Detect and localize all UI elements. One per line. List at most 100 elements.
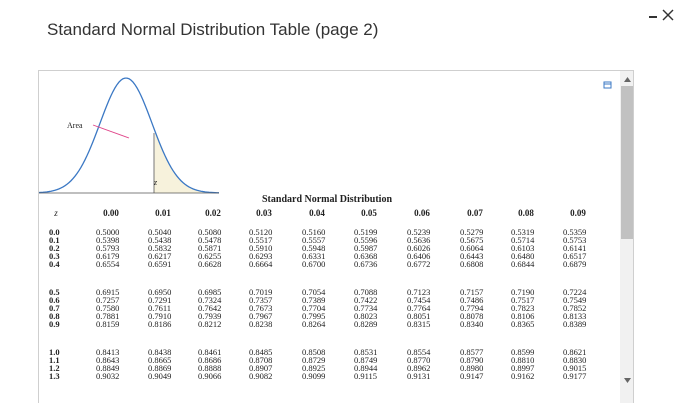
cell: 0.8749 [354,355,377,365]
row-header: 1.3 [49,371,60,381]
cell: 0.6664 [249,259,273,269]
cell: 0.6772 [407,259,430,269]
cell: 0.8264 [302,319,326,329]
cell: 0.7673 [249,303,272,313]
cell: 0.7257 [96,295,119,305]
cell: 0.9177 [563,371,586,381]
column-header: 0.09 [570,208,586,218]
scrollbar-thumb[interactable] [621,86,634,239]
cell: 0.7157 [460,287,483,297]
cell: 0.6406 [407,251,430,261]
cell: 0.5359 [563,227,586,237]
row-header: 1.0 [49,347,60,357]
cell: 0.9082 [249,371,272,381]
cell: 0.5987 [354,243,377,253]
cell: 0.6915 [96,287,119,297]
cell: 0.7881 [96,311,119,321]
cell: 0.6443 [460,251,483,261]
cell: 0.8133 [563,311,586,321]
cell: 0.6985 [198,287,221,297]
cell: 0.5557 [302,235,325,245]
cell: 0.6700 [302,259,325,269]
cell: 0.6217 [148,251,171,261]
cell: 0.6736 [354,259,377,269]
cell: 0.8485 [249,347,272,357]
cell: 0.7357 [249,295,272,305]
cell: 0.5000 [96,227,119,237]
cell: 0.7517 [511,295,534,305]
cell: 0.8770 [407,355,430,365]
cell: 0.8238 [249,319,272,329]
close-button[interactable] [662,9,674,21]
cell: 0.7939 [198,311,221,321]
row-header: 0.2 [49,243,60,253]
cell: 0.6844 [511,259,535,269]
row-header: 0.4 [49,259,60,269]
cell: 0.8315 [407,319,430,329]
cell: 0.5398 [96,235,119,245]
cell: 0.7224 [563,287,587,297]
cell: 0.7704 [302,303,326,313]
cell: 0.8686 [198,355,221,365]
cell: 0.5199 [354,227,377,237]
expand-icon[interactable] [603,81,612,89]
cell: 0.7190 [511,287,534,297]
cell: 0.8830 [563,355,586,365]
shaded-area [154,131,219,193]
cell: 0.9115 [354,371,377,381]
cell: 0.5910 [249,243,272,253]
cell: 0.7642 [198,303,221,313]
cell: 0.7967 [249,311,272,321]
column-header: 0.00 [103,208,119,218]
area-pointer [92,124,130,139]
row-header: 0.5 [49,287,60,297]
cell: 0.8888 [198,363,221,373]
cell: 0.5120 [249,227,272,237]
cell: 0.7291 [148,295,171,305]
cell: 0.8944 [354,363,378,373]
cell: 0.8869 [148,363,171,373]
cell: 0.9147 [460,371,483,381]
row-header: 0.6 [49,295,60,305]
cell: 0.8980 [460,363,483,373]
cell: 0.8023 [354,311,377,321]
cell: 0.5040 [148,227,171,237]
row-header: 0.7 [49,303,60,313]
column-header: 0.05 [361,208,377,218]
cell: 0.7054 [302,287,326,297]
cell: 0.7910 [148,311,171,321]
cell: 0.5753 [563,235,586,245]
cell: 0.8461 [198,347,221,357]
cell: 0.7549 [563,295,586,305]
cell: 0.9015 [563,363,586,373]
scroll-up[interactable] [624,77,631,82]
cell: 0.6026 [407,243,430,253]
row-header: 1.2 [49,363,60,373]
column-header: 0.04 [309,208,325,218]
cell: 0.7088 [354,287,377,297]
cell: 0.7486 [460,295,483,305]
cell: 0.8708 [249,355,272,365]
cell: 0.7123 [407,287,430,297]
scroll-down[interactable] [624,378,631,383]
window-controls [649,9,674,21]
cell: 0.8577 [460,347,483,357]
column-header: 0.06 [414,208,430,218]
cell: 0.6179 [96,251,119,261]
cell: 0.6331 [302,251,325,261]
cell: 0.6064 [460,243,484,253]
column-header: 0.01 [155,208,171,218]
cell: 0.5080 [198,227,221,237]
cell: 0.8078 [460,311,483,321]
cell: 0.5675 [460,235,483,245]
area-label: Area [67,121,83,130]
column-header: z [53,208,58,218]
minimize-button[interactable] [649,16,657,18]
cell: 0.6950 [148,287,171,297]
cell: 0.5438 [148,235,171,245]
cell: 0.9099 [302,371,325,381]
cell: 0.6368 [354,251,377,261]
cell: 0.7734 [354,303,378,313]
cell: 0.6554 [96,259,120,269]
